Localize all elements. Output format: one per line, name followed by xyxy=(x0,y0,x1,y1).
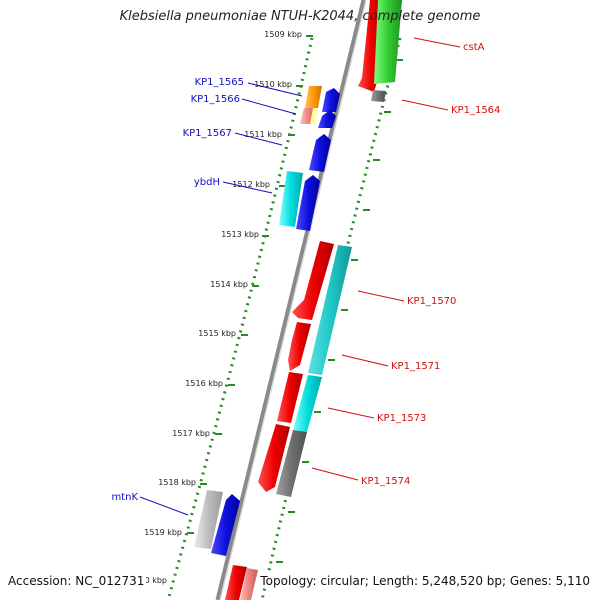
kbp-label: 1515 kbp xyxy=(198,329,236,338)
gene-KP1_1566-yellow[interactable] xyxy=(310,108,318,124)
kbp-label: 1517 kbp xyxy=(172,429,210,438)
gene-KP1_1565-orange[interactable] xyxy=(305,86,322,108)
gene-gray-small[interactable] xyxy=(371,90,386,102)
gene-label-KP1_1570[interactable]: KP1_1570 xyxy=(407,296,456,307)
kbp-label: 1511 kbp xyxy=(244,130,282,139)
kbp-label: 1519 kbp xyxy=(144,528,182,537)
gene-bottom-pink[interactable] xyxy=(240,568,258,600)
leader-KP1_1565 xyxy=(247,82,303,97)
right-ticks xyxy=(276,59,403,563)
gene-bottom-red[interactable] xyxy=(225,565,247,600)
kbp-label: 1520 kbp xyxy=(129,576,167,585)
kbp-label: 1518 kbp xyxy=(158,478,196,487)
gene-label-KP1_1574[interactable]: KP1_1574 xyxy=(361,476,410,487)
gene-teal-long[interactable] xyxy=(308,245,352,375)
gene-label-KP1_1571[interactable]: KP1_1571 xyxy=(391,361,440,372)
leader-KP1_1570 xyxy=(357,290,405,302)
leader-KP1_1564 xyxy=(401,99,449,111)
kbp-label: 1510 kbp xyxy=(254,80,292,89)
gene-label-KP1_1573[interactable]: KP1_1573 xyxy=(377,413,426,424)
gene-label-KP1_1566[interactable]: KP1_1566 xyxy=(191,94,240,105)
gene-KP1_1567[interactable] xyxy=(309,134,331,172)
gene-blue-small-1[interactable] xyxy=(322,88,340,112)
leader-KP1_1567 xyxy=(234,132,283,146)
gene-label-KP1_1565[interactable]: KP1_1565 xyxy=(195,77,244,88)
kbp-label: 1512 kbp xyxy=(232,180,270,189)
genome-backbone xyxy=(215,0,367,600)
gene-KP1_1573[interactable] xyxy=(277,372,303,423)
gene-KP1_1574[interactable] xyxy=(258,424,290,492)
figure-title: Klebsiella pneumoniae NTUH-K2044, comple… xyxy=(119,9,481,24)
gene-gray-long[interactable] xyxy=(276,430,307,497)
gene-ybdH-cyan[interactable] xyxy=(279,171,303,227)
leader-mtnK xyxy=(139,496,189,516)
leader-KP1_1574 xyxy=(311,467,359,481)
leader-KP1_1566 xyxy=(241,98,297,115)
gene-label-cstA[interactable]: cstA xyxy=(463,42,485,53)
gene-KP1_1570[interactable] xyxy=(292,241,334,320)
gene-label-KP1_1564[interactable]: KP1_1564 xyxy=(451,105,500,116)
accession-text: Accession: NC_012731 xyxy=(6,574,147,588)
gene-label-ybdH[interactable]: ybdH xyxy=(194,177,220,188)
leader-ybdH xyxy=(222,181,273,194)
gene-mtnK-blue[interactable] xyxy=(211,494,240,556)
kbp-label: 1514 kbp xyxy=(210,280,248,289)
gene-label-KP1_1567[interactable]: KP1_1567 xyxy=(183,128,232,139)
gene-blue-small-2[interactable] xyxy=(318,110,336,128)
genome-backbone-highlight xyxy=(219,0,367,600)
gene-mtnK-gray[interactable] xyxy=(194,490,223,549)
gene-label-mtnK[interactable]: mtnK xyxy=(111,492,138,503)
kbp-label: 1513 kbp xyxy=(221,230,259,239)
topology-text: Topology: circular; Length: 5,248,520 bp… xyxy=(258,574,592,588)
gene-cstA-green[interactable] xyxy=(374,0,402,84)
kbp-label: 1509 kbp xyxy=(264,30,302,39)
gene-cyan-mid[interactable] xyxy=(293,375,322,432)
leader-cstA xyxy=(413,37,461,48)
left-ruler xyxy=(166,37,314,600)
leader-KP1_1571 xyxy=(341,354,389,367)
gene-KP1_1571[interactable] xyxy=(288,322,311,371)
leader-KP1_1573 xyxy=(327,407,375,419)
gene-ybdH-blue[interactable] xyxy=(296,175,320,231)
kbp-label: 1516 kbp xyxy=(185,379,223,388)
